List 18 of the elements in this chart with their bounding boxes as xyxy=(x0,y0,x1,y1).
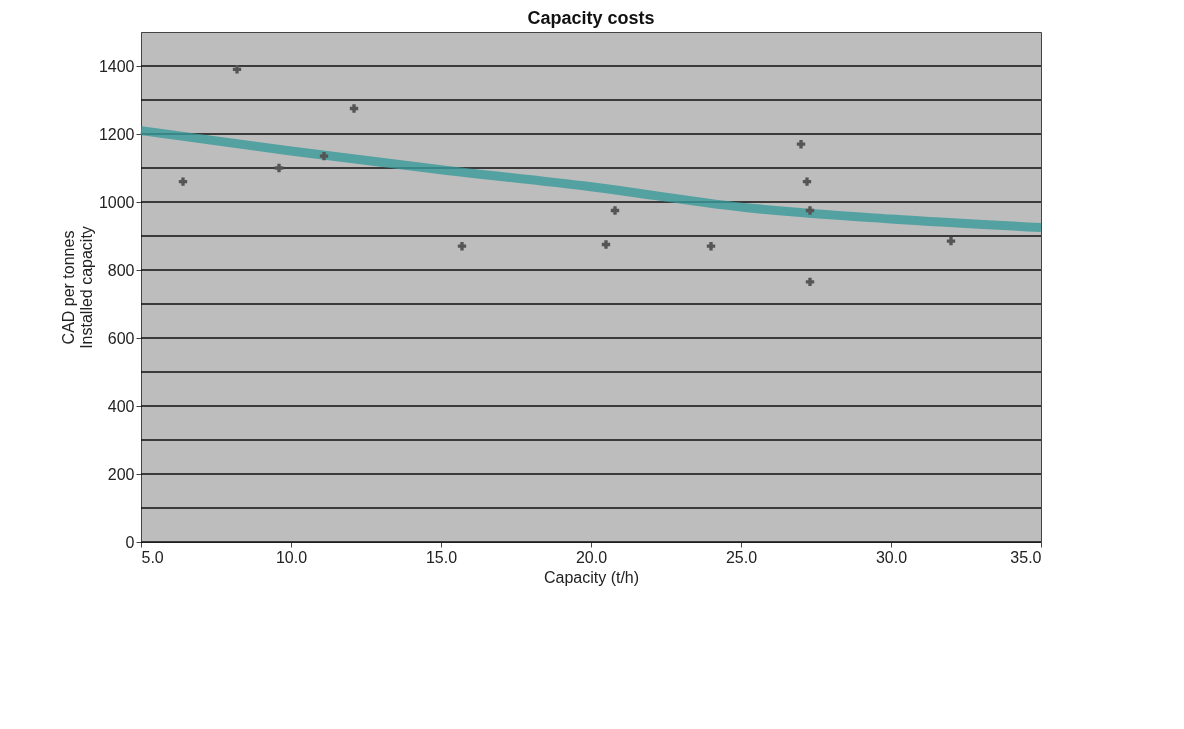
x-tick-label: 20.0 xyxy=(575,548,608,566)
x-tick-label: 5.0 xyxy=(141,548,164,566)
x-tick-label: 15.0 xyxy=(425,548,458,566)
y-axis-title: CAD per tonnes Installed capacity xyxy=(59,226,95,349)
y-tick-label: 1000 xyxy=(98,193,135,211)
y-tick-label: 0 xyxy=(125,533,135,551)
x-tick-label: 10.0 xyxy=(275,548,308,566)
y-tick-label: 200 xyxy=(107,465,135,483)
y-tick-label: 1400 xyxy=(98,57,135,75)
y-tick-label: 1200 xyxy=(98,125,135,143)
x-tick-label: 25.0 xyxy=(725,548,758,566)
y-tick-label: 800 xyxy=(107,261,135,279)
x-axis-title: Capacity (t/h) xyxy=(543,568,640,586)
x-tick-label: 30.0 xyxy=(875,548,908,566)
y-tick-label: 600 xyxy=(107,329,135,347)
chart-title: Capacity costs xyxy=(527,8,655,28)
y-tick-label: 400 xyxy=(107,397,135,415)
x-tick-label: 35.0 xyxy=(1010,548,1042,566)
